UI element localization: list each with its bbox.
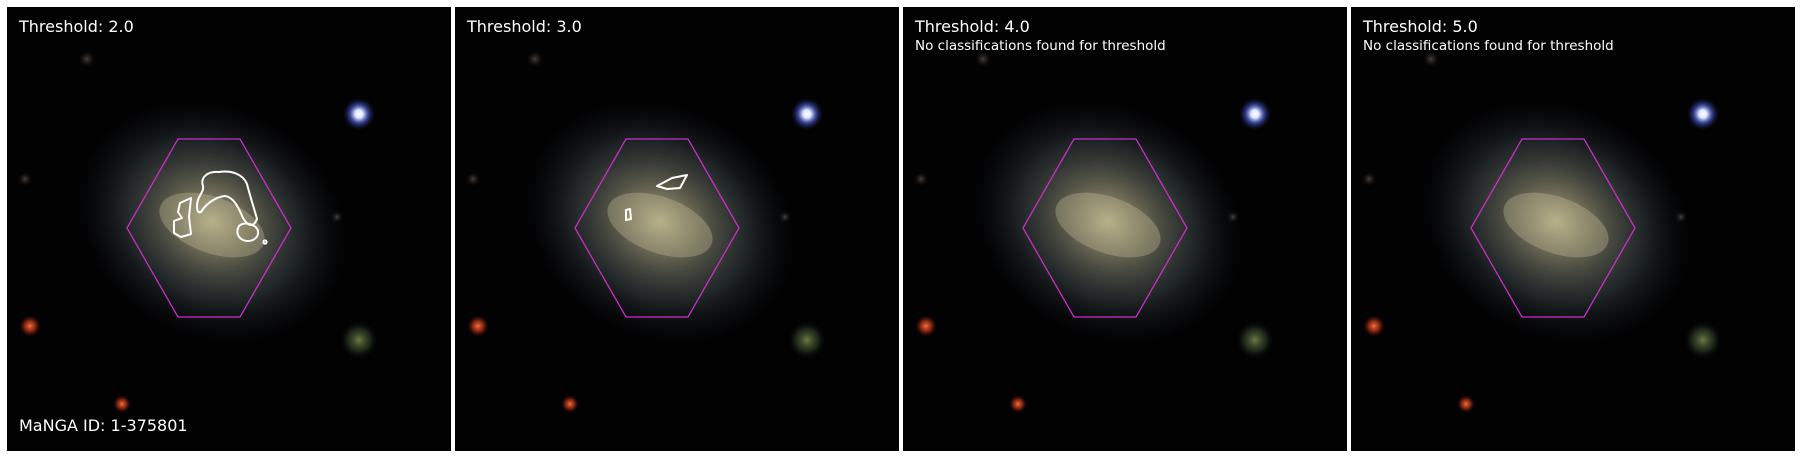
contour-line [656, 174, 688, 190]
threshold-label: Threshold: 5.0 [1363, 17, 1478, 36]
contour-line [236, 222, 260, 242]
galaxy-core [607, 192, 713, 258]
contour-group [625, 174, 688, 221]
faint-star [331, 211, 343, 223]
faint-star [1675, 211, 1687, 223]
galaxy [77, 101, 347, 343]
panel-threshold-2: Threshold: 2.0 MaNGA ID: 1-375801 [7, 7, 451, 451]
galaxy-image [7, 7, 451, 451]
faint-star [79, 51, 95, 67]
contour-line [625, 208, 632, 221]
red-star [1457, 395, 1475, 413]
red-star [467, 315, 489, 337]
green-star [789, 322, 825, 358]
faint-star [1227, 211, 1239, 223]
green-star [1685, 322, 1721, 358]
faint-star [975, 51, 991, 67]
ifu-hexagon [126, 138, 292, 318]
faint-star [1362, 172, 1376, 186]
red-star [1009, 395, 1027, 413]
threshold-label: Threshold: 2.0 [19, 17, 134, 36]
blue-star [1687, 98, 1719, 130]
faint-star [18, 172, 32, 186]
contour-line [262, 239, 268, 245]
ifu-hexagon [1022, 138, 1188, 318]
no-classification-message: No classifications found for threshold [915, 38, 1166, 54]
faint-star [779, 211, 791, 223]
panel-threshold-4: Threshold: 4.0 No classifications found … [903, 7, 1347, 451]
blue-star [343, 98, 375, 130]
red-star [1363, 315, 1385, 337]
galaxy [525, 101, 795, 343]
galaxy-core [1055, 192, 1161, 258]
galaxy-image [903, 7, 1347, 451]
red-star [915, 315, 937, 337]
manga-id-label: MaNGA ID: 1-375801 [19, 416, 188, 435]
red-star [19, 315, 41, 337]
blue-star [1239, 98, 1271, 130]
galaxy [1421, 101, 1691, 343]
contour-group [173, 170, 268, 245]
ifu-hexagon [1470, 138, 1636, 318]
red-star [113, 395, 131, 413]
green-star [341, 322, 377, 358]
ifu-hexagon [574, 138, 740, 318]
galaxy [973, 101, 1243, 343]
contour-line [196, 170, 258, 226]
faint-star [1423, 51, 1439, 67]
green-star [1237, 322, 1273, 358]
panel-threshold-5: Threshold: 5.0 No classifications found … [1351, 7, 1795, 451]
faint-star [914, 172, 928, 186]
no-classification-message: No classifications found for threshold [1363, 38, 1614, 54]
contour-line [173, 197, 192, 238]
threshold-label: Threshold: 4.0 [915, 17, 1030, 36]
galaxy-image [455, 7, 899, 451]
faint-star [527, 51, 543, 67]
galaxy-image [1351, 7, 1795, 451]
faint-star [466, 172, 480, 186]
blue-star [791, 98, 823, 130]
panel-threshold-3: Threshold: 3.0 [455, 7, 899, 451]
threshold-label: Threshold: 3.0 [467, 17, 582, 36]
red-star [561, 395, 579, 413]
galaxy-core [1503, 192, 1609, 258]
